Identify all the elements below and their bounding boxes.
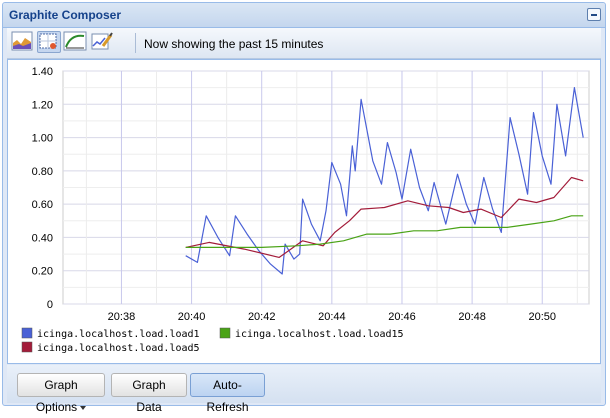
auto-refresh-button[interactable]: Auto-Refresh: [190, 373, 265, 414]
x-tick-label: 20:38: [108, 311, 136, 323]
graphite-composer-window: Graphite Composer: [2, 2, 606, 414]
x-tick-label: 20:48: [458, 311, 486, 323]
y-tick-label: 0: [47, 299, 53, 311]
graph-panel: 0 0.20 0.40 0.60 0.80 1.00 1.20 1.40 20:38 20:40 2…: [7, 59, 601, 364]
graph-data-button[interactable]: Graph Data: [111, 373, 187, 414]
toolbar-separator: [135, 33, 136, 53]
y-tick-label: 1.00: [32, 133, 53, 145]
y-tick-label: 0.80: [32, 166, 53, 178]
x-tick-label: 20:46: [388, 311, 416, 323]
legend-swatch: [21, 327, 33, 339]
series-line-3: [185, 215, 584, 248]
load-chart: 0 0.20 0.40 0.60 0.80 1.00 1.20 1.40 20:38 20:40 2…: [21, 66, 590, 354]
y-tick-label: 0.40: [32, 232, 53, 244]
x-tick-label: 20:44: [318, 311, 346, 323]
curve-icon[interactable]: [63, 31, 87, 53]
edit-graph-icon[interactable]: [91, 31, 115, 53]
y-tick-label: 1.20: [32, 99, 53, 111]
bottom-toolbar: Graph Options Graph Data Auto-Refresh: [7, 365, 601, 414]
legend-label: icinga.localhost.load.load15: [235, 329, 404, 340]
x-tick-label: 20:50: [528, 311, 556, 323]
y-tick-label: 0.20: [32, 266, 53, 278]
series-line-1: [185, 87, 584, 275]
legend-label: icinga.localhost.load.load1: [37, 329, 200, 340]
x-tick-label: 20:42: [248, 311, 276, 323]
composer-toolbar: Now showing the past 15 minutes: [7, 28, 601, 59]
window-titlebar: Graphite Composer: [3, 3, 605, 28]
collapse-icon[interactable]: [587, 8, 601, 21]
graph-options-label: Graph Options: [35, 378, 78, 414]
select-graph-icon[interactable]: [37, 31, 61, 53]
chevron-down-icon: [80, 405, 87, 410]
y-tick-label: 0.60: [32, 199, 53, 211]
legend-swatch: [21, 341, 33, 353]
graph-options-button[interactable]: Graph Options: [17, 373, 105, 414]
time-range-status: Now showing the past 15 minutes: [144, 37, 324, 51]
legend-label: icinga.localhost.load.load5: [37, 343, 200, 354]
legend-swatch: [219, 327, 231, 339]
graph-chart-icon[interactable]: [11, 31, 35, 53]
window-title: Graphite Composer: [9, 8, 122, 22]
series-line-2: [185, 176, 584, 258]
x-tick-label: 20:40: [178, 311, 206, 323]
y-tick-label: 1.40: [32, 66, 53, 78]
